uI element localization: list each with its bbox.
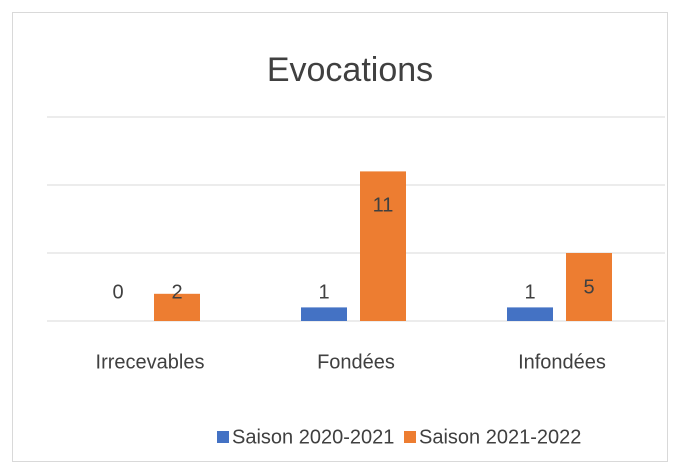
data-label: 0 bbox=[112, 281, 123, 303]
legend-swatch bbox=[404, 431, 416, 443]
data-label: 1 bbox=[524, 281, 535, 303]
bar bbox=[566, 253, 612, 321]
data-label: 2 bbox=[171, 281, 182, 303]
bar bbox=[154, 293, 200, 321]
chart-frame bbox=[12, 12, 668, 462]
bar bbox=[507, 307, 553, 321]
bar bbox=[360, 171, 406, 321]
legend-swatch bbox=[217, 431, 229, 443]
legend-label: Saison 2021-2022 bbox=[419, 426, 581, 448]
legend-label: Saison 2020-2021 bbox=[232, 426, 394, 448]
x-tick-label: Fondées bbox=[317, 351, 395, 373]
chart-title: Evocations bbox=[267, 51, 433, 89]
data-label: 1 bbox=[318, 281, 329, 303]
x-tick-label: Infondées bbox=[518, 351, 606, 373]
x-tick-label: Irrecevables bbox=[96, 351, 205, 373]
data-label: 5 bbox=[583, 276, 594, 298]
data-label: 11 bbox=[373, 195, 394, 217]
bar bbox=[301, 307, 347, 321]
